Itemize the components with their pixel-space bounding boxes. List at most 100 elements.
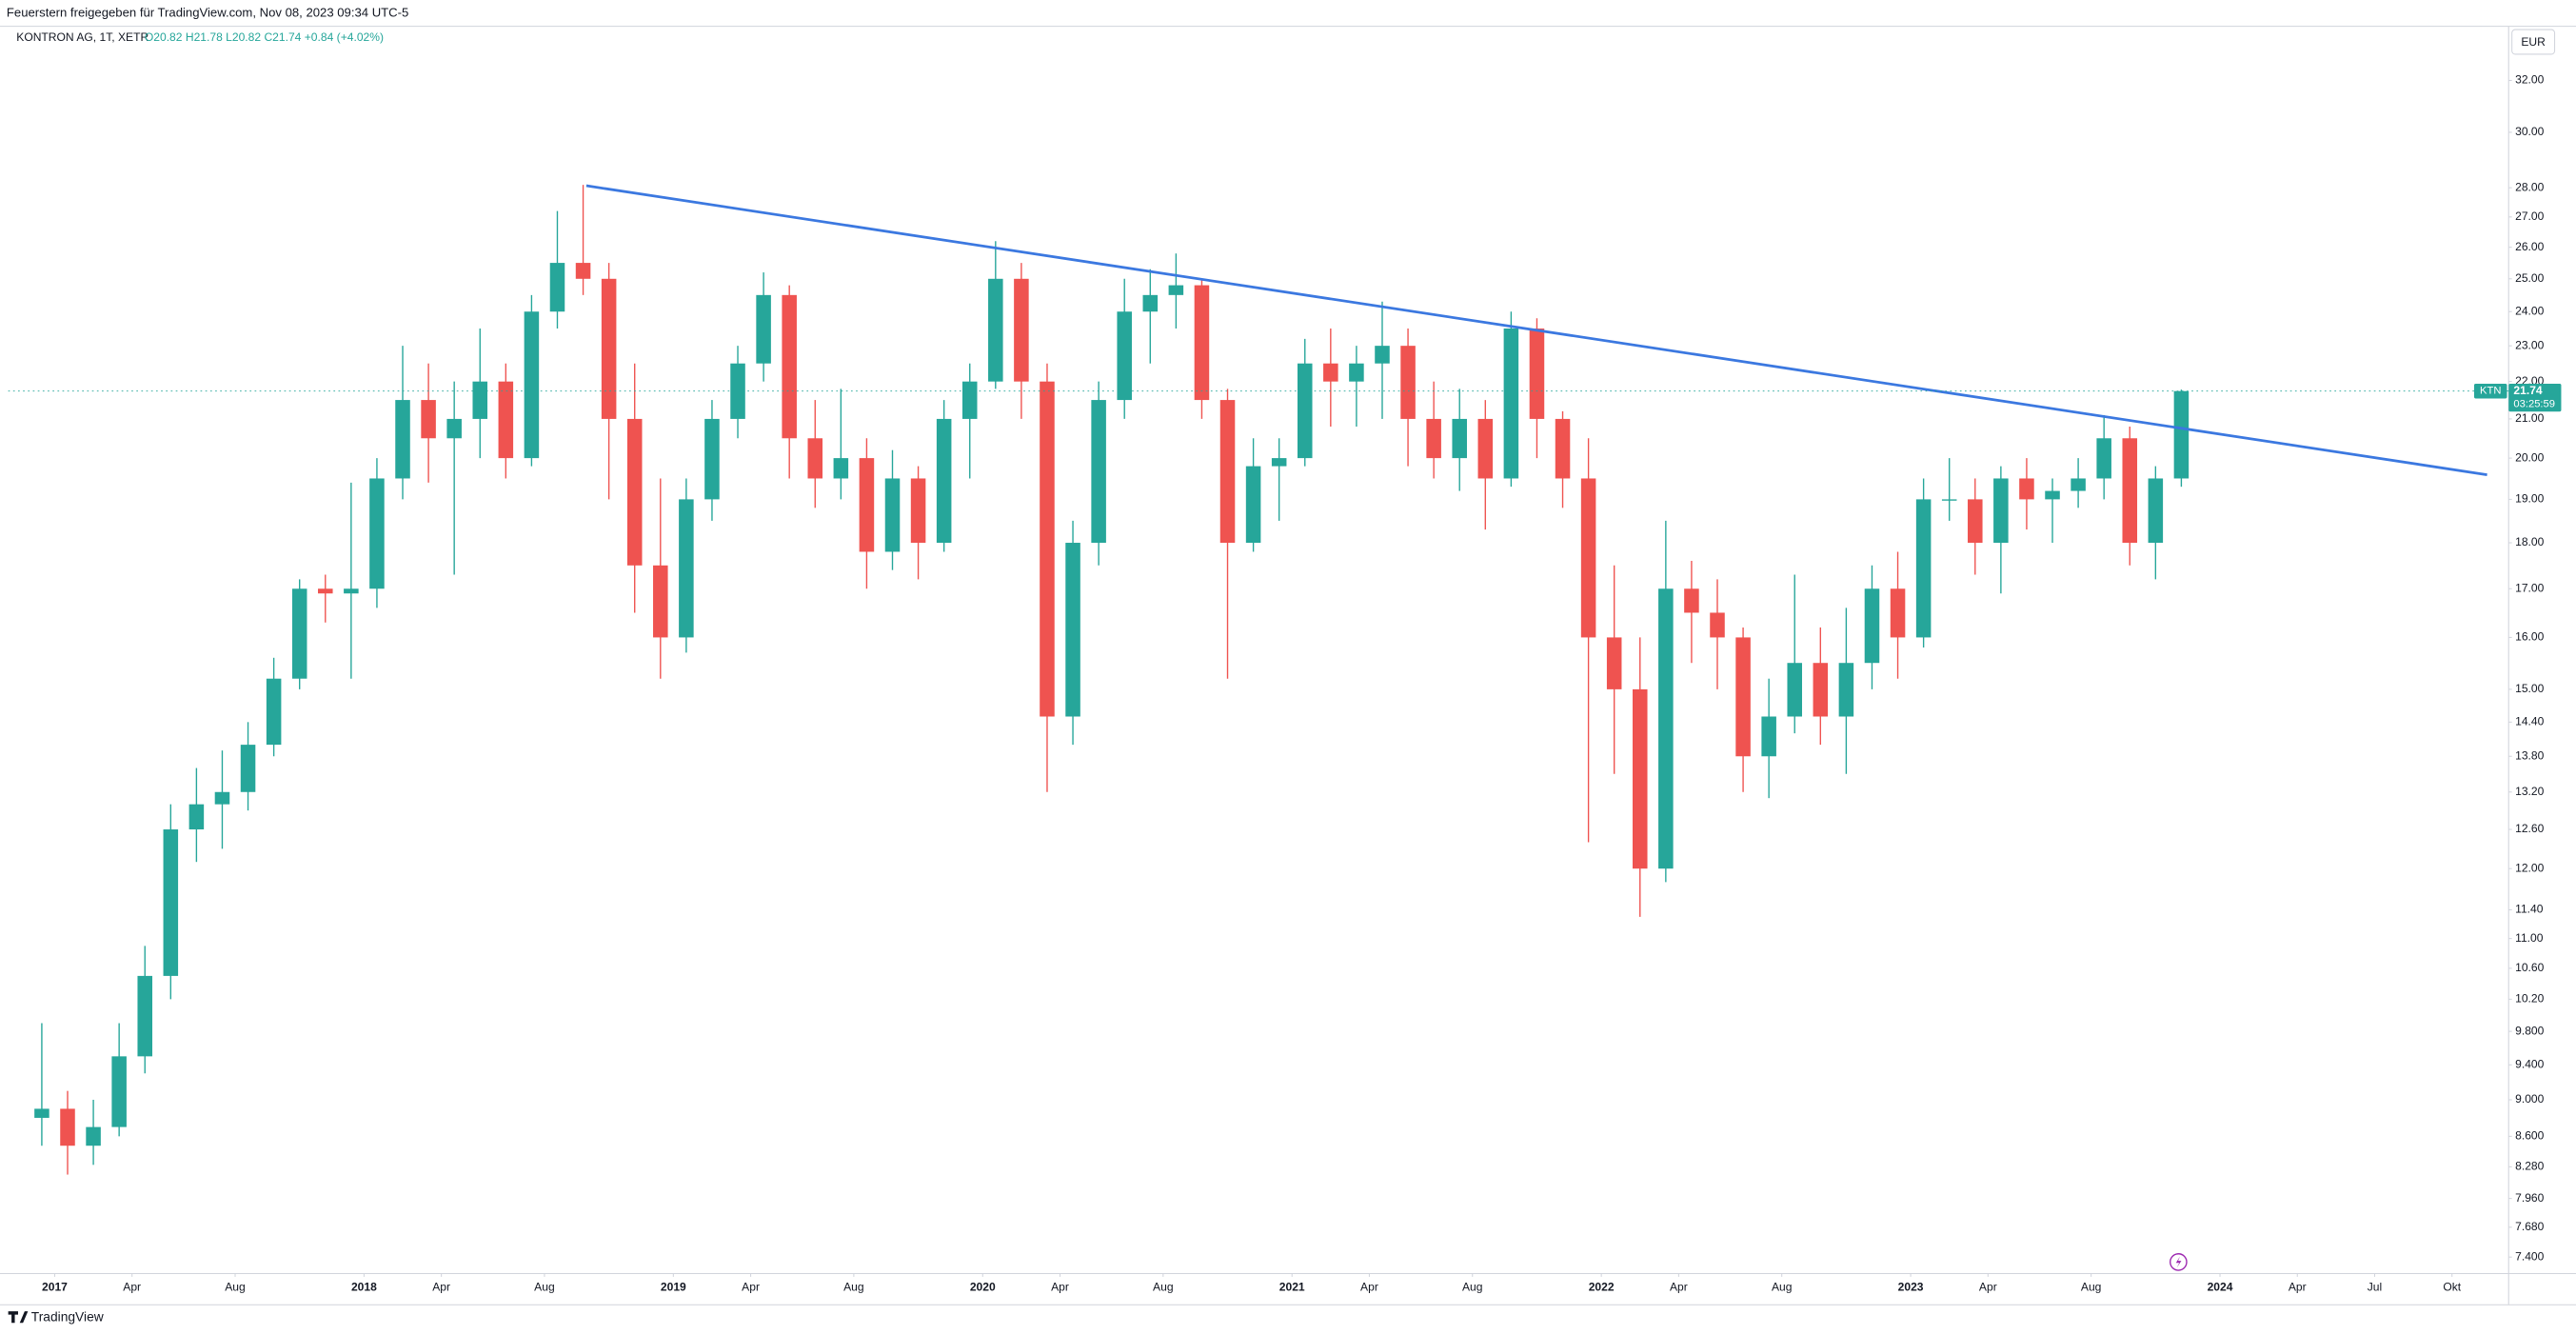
y-tick-label: 28.00 (2515, 180, 2545, 193)
candle-body (1684, 588, 1699, 613)
y-tick-label: 13.20 (2515, 785, 2545, 798)
x-tick-label: 2021 (1279, 1280, 1305, 1293)
candle-body (2071, 478, 2086, 491)
y-tick-label: 21.00 (2515, 411, 2545, 425)
candle-body (1014, 278, 1029, 382)
candle-body (421, 400, 436, 439)
y-tick-label: 7.960 (2515, 1191, 2545, 1205)
x-tick-label: Aug (1153, 1280, 1174, 1293)
candle-body (1477, 418, 1494, 479)
candle-body (395, 400, 410, 479)
candle-body (575, 263, 591, 279)
y-tick-label: 10.60 (2515, 961, 2545, 974)
candle-body (782, 294, 797, 439)
x-tick-label: Aug (2081, 1280, 2102, 1293)
x-tick-label: Apr (742, 1280, 760, 1293)
x-tick-label: Apr (1360, 1280, 1378, 1293)
x-tick-label: Aug (1772, 1280, 1793, 1293)
candle-body (1813, 663, 1829, 717)
candle-body (756, 294, 771, 364)
candle-body (86, 1126, 101, 1146)
candle-body (2019, 478, 2034, 500)
candle-body (498, 381, 514, 459)
candle-body (240, 745, 256, 792)
candle-body (1710, 612, 1725, 638)
candle-body (910, 478, 926, 544)
y-tick-label: 23.00 (2515, 338, 2545, 351)
candle-body (1323, 363, 1338, 382)
candle-body (653, 565, 668, 638)
y-tick-label: 9.800 (2515, 1024, 2545, 1037)
candle-body (1606, 637, 1622, 689)
y-tick-label: 7.400 (2515, 1249, 2545, 1263)
candle-body (1400, 346, 1416, 419)
y-tick-label: 11.00 (2515, 931, 2544, 945)
x-tick-label: Aug (534, 1280, 554, 1293)
candle-body (2045, 490, 2060, 500)
candle-body (2096, 438, 2111, 479)
candle-body (1091, 400, 1106, 544)
lightning-icon[interactable] (2170, 1253, 2188, 1271)
candle-body (1271, 458, 1287, 467)
candle-body (884, 478, 901, 552)
x-tick-label: Apr (1670, 1280, 1688, 1293)
price-tag (2508, 383, 2562, 412)
candle-body (137, 975, 152, 1057)
candle-body (1529, 329, 1545, 419)
candle-body (1375, 346, 1390, 364)
plot-area (34, 185, 2190, 1175)
x-tick-label: Aug (225, 1280, 246, 1293)
candle-body (833, 458, 849, 479)
y-tick-label: 27.00 (2515, 209, 2545, 223)
event-icon-bolt[interactable] (2175, 1256, 2182, 1268)
y-tick-label: 9.000 (2515, 1092, 2545, 1106)
x-tick-label: 2020 (970, 1280, 996, 1293)
x-tick-label: 2018 (351, 1280, 377, 1293)
currency-button[interactable] (2511, 29, 2556, 55)
trendline (585, 184, 2487, 476)
x-tick-label: Jul (2368, 1280, 2382, 1293)
candle-body (1297, 363, 1313, 459)
candle-body (549, 263, 565, 312)
candle-body (266, 678, 282, 746)
candle-body (446, 418, 462, 439)
candle-body (291, 588, 307, 679)
candle-body (1915, 499, 1932, 638)
candle-body (1452, 418, 1467, 459)
x-tick-label: Aug (1462, 1280, 1483, 1293)
y-tick-label: 25.00 (2515, 271, 2545, 285)
x-tick-label: Apr (123, 1280, 141, 1293)
y-tick-label: 19.00 (2515, 492, 2545, 506)
price-tag-countdown: 03:25:59 (2513, 398, 2555, 409)
candle-body (2148, 478, 2164, 544)
logo-mark (8, 1311, 29, 1324)
candle-body (1219, 400, 1236, 544)
y-tick-label: 8.280 (2515, 1160, 2545, 1173)
candle-body (2173, 390, 2190, 479)
y-tick-label: 17.00 (2515, 581, 2545, 594)
x-tick-label: 2024 (2208, 1280, 2233, 1293)
footer-brand: TradingView (31, 1310, 104, 1325)
candle-body (936, 418, 952, 544)
candle-body (1194, 285, 1210, 401)
candle-body (369, 478, 385, 589)
candle-body (188, 804, 205, 830)
y-tick-label: 20.00 (2515, 450, 2545, 464)
y-tick-label: 16.00 (2515, 630, 2545, 644)
y-tick-label: 24.00 (2515, 304, 2545, 317)
y-tick-label: 18.00 (2515, 535, 2545, 548)
candle-body (1426, 418, 1441, 459)
candle-body (859, 458, 875, 552)
symbol-legend: KONTRON AG, 1T, XETR (16, 30, 149, 44)
currency-label[interactable]: EUR (2521, 35, 2546, 49)
x-tick-label: 2023 (1898, 1280, 1924, 1293)
candle-body (1864, 588, 1880, 664)
y-tick-label: 13.80 (2515, 748, 2545, 762)
candle-body (1580, 478, 1596, 638)
candle-body (1941, 499, 1957, 501)
candle-body (472, 381, 488, 419)
y-tick-label: 9.400 (2515, 1057, 2545, 1070)
candle-body (1503, 329, 1519, 479)
